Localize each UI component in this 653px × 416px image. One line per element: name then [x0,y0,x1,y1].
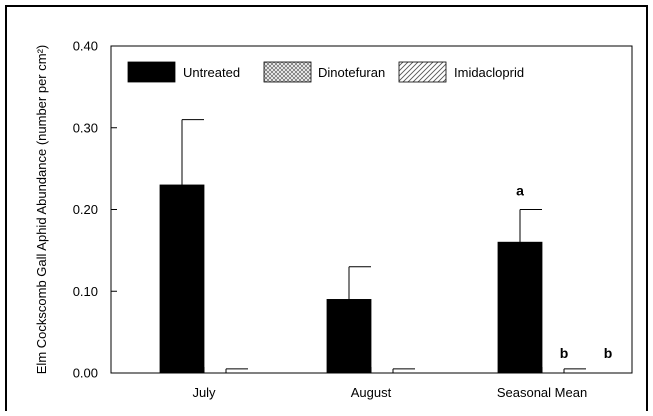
x-tick-label: July [192,385,216,400]
y-tick-label: 0.00 [73,366,98,381]
x-tick-label: Seasonal Mean [497,385,587,400]
y-tick-label: 0.40 [73,39,98,54]
significance-letter: b [560,345,569,361]
bar-untreated-2 [497,241,543,374]
bar-untreated-0 [159,184,205,374]
error-bars-layer [181,119,586,373]
y-tick-label: 0.10 [73,284,98,299]
figure-border [5,5,648,416]
y-axis: 0.00 0.10 0.20 0.30 0.40 [73,39,117,381]
x-tick-label: August [351,385,392,400]
bar-untreated-1 [326,299,372,374]
legend-label-untreated: Untreated [183,65,240,80]
significance-letter: a [516,183,524,199]
legend: Untreated Dinotefuran Imidacloprid [127,61,524,83]
legend-swatch-imidacloprid [398,61,447,83]
legend-label-imidacloprid: Imidacloprid [454,65,524,80]
significance-letters: a b b [516,183,612,362]
legend-label-dinotefuran: Dinotefuran [318,65,385,80]
bars-layer [159,184,543,374]
significance-letter: b [604,345,613,361]
y-tick-label: 0.20 [73,202,98,217]
y-axis-title: Elm Cockscomb Gall Aphid Abundance (numb… [34,45,49,374]
legend-swatch-dinotefuran [263,61,312,83]
x-axis: July August Seasonal Mean [192,367,587,400]
y-tick-label: 0.30 [73,120,98,135]
legend-swatch-untreated [127,61,176,83]
